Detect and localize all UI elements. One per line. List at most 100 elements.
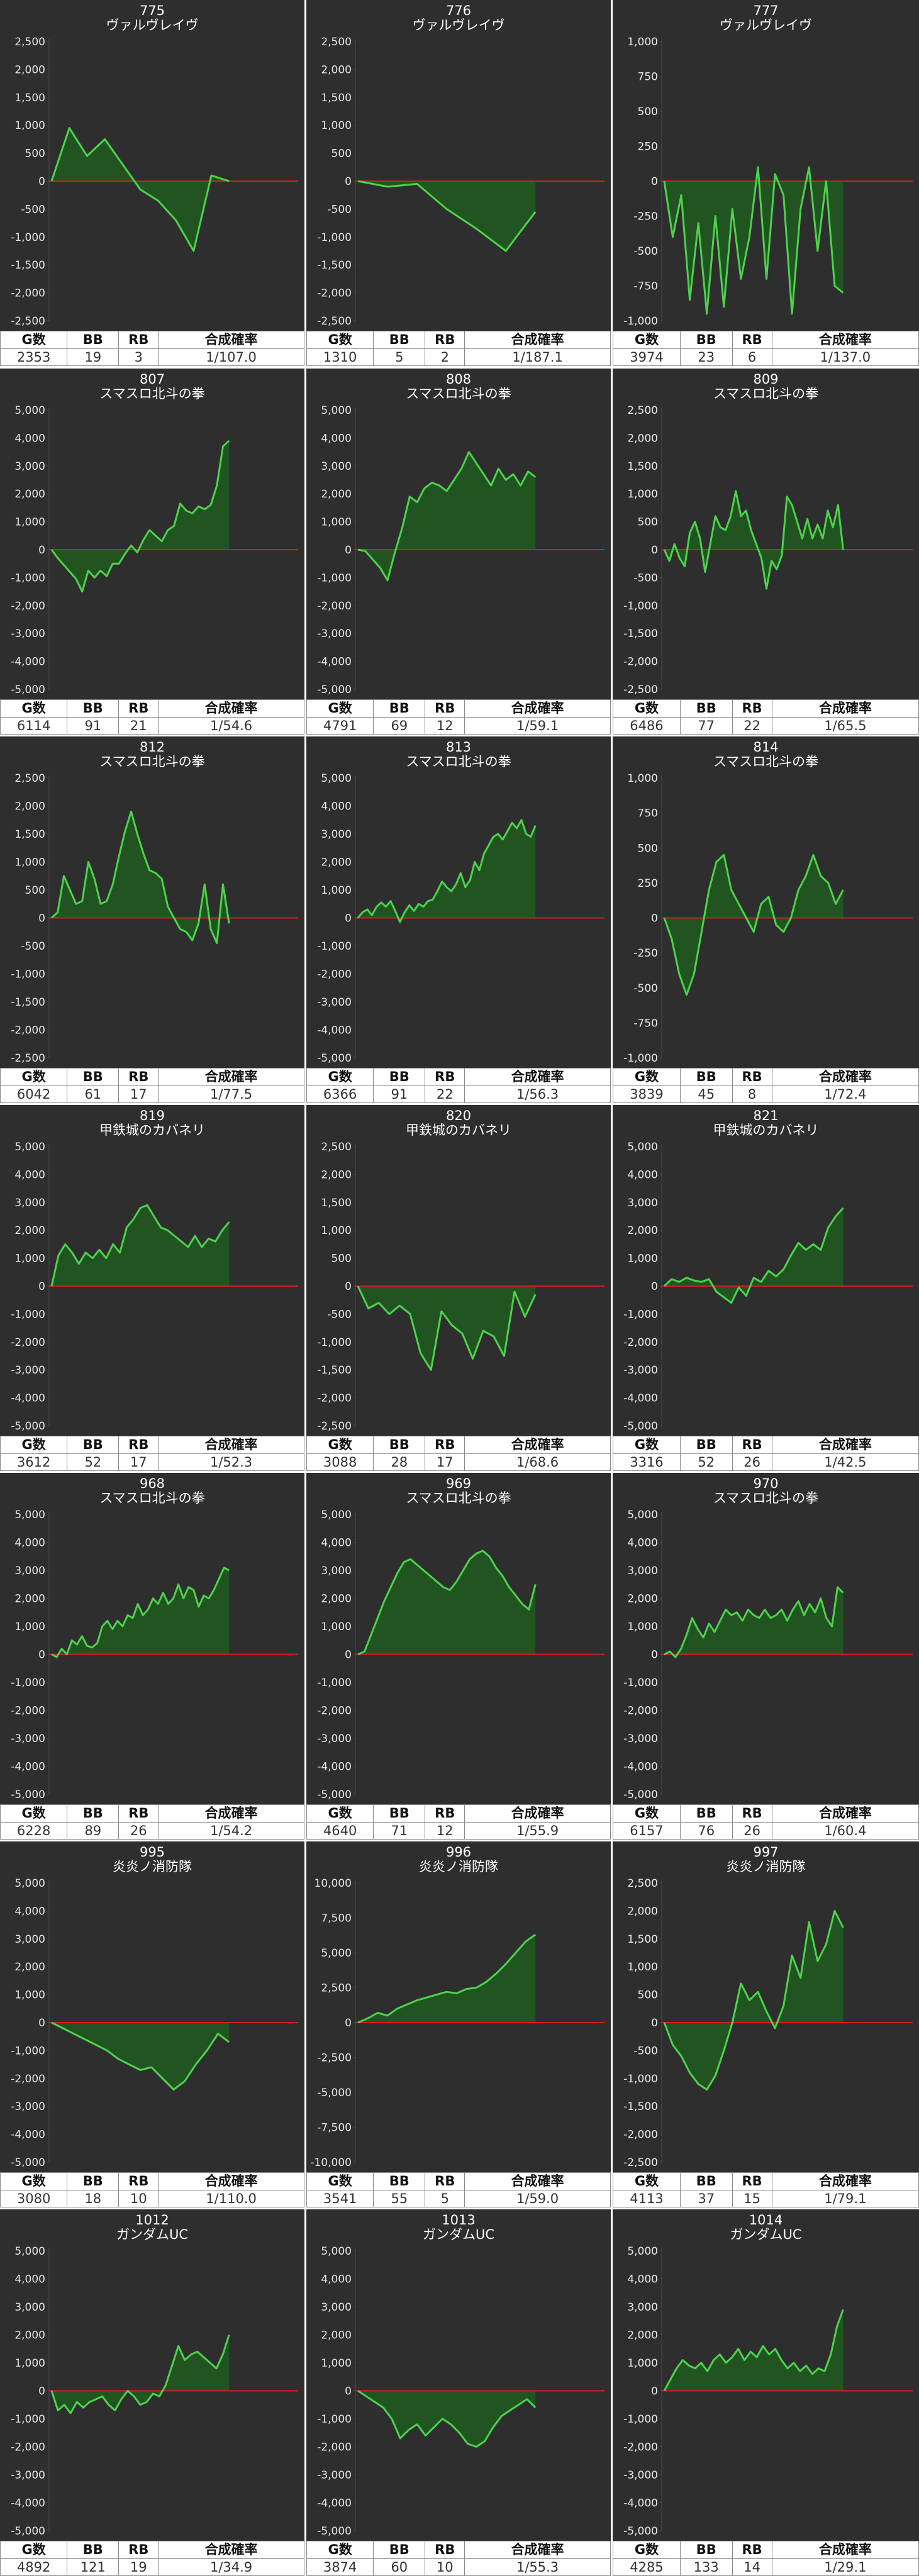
y-tick-label: -1,000 xyxy=(11,969,45,981)
y-tick-label: 0 xyxy=(38,1280,45,1293)
y-tick-label: -3,000 xyxy=(317,996,352,1009)
machine-name: ヴァルヴレイヴ xyxy=(412,18,505,33)
stats-table: G数 BB RB 合成確率 3316 52 26 1/42.5 xyxy=(613,1436,919,1471)
y-tick-label: 1,500 xyxy=(321,1197,352,1209)
stats-value-games: 4892 xyxy=(0,2558,68,2576)
stats-value-rate: 1/56.3 xyxy=(464,1085,611,1103)
y-tick-label: 1,000 xyxy=(321,516,352,529)
y-tick-label: -4,000 xyxy=(317,1024,352,1037)
stats-value-rate: 1/60.4 xyxy=(771,1821,919,1840)
stats-value-rb: 2 xyxy=(425,348,465,366)
stats-header-rb: RB xyxy=(118,2541,159,2559)
machine-panel-777[interactable]: 777 ヴァルヴレイヴ -1,000 -750 -500 -250 0 250 500 750 1,… xyxy=(613,0,919,366)
y-tick-label: 2,500 xyxy=(321,1982,352,1995)
y-tick-label: 5,000 xyxy=(321,1947,352,1960)
machine-panel-1014[interactable]: 1014 ガンダムUC -5,000 -4,000 -3,000 -2,000 -1,000… xyxy=(613,2209,919,2576)
stats-header-rate: 合成確率 xyxy=(771,1436,919,1454)
stats-value-rb: 8 xyxy=(732,1085,772,1103)
y-tick-label: -5,000 xyxy=(317,684,352,696)
stats-value-rb: 21 xyxy=(118,716,159,735)
stats-value-rb: 6 xyxy=(732,348,772,366)
stats-header-rb: RB xyxy=(732,331,772,349)
graph-svg: -5,000 -4,000 -3,000 -2,000 -1,000 0 1,000 2,00… xyxy=(623,1509,913,1801)
stats-header-games: G数 xyxy=(613,1436,681,1454)
stats-header-rb: RB xyxy=(425,699,465,718)
series-area-fill xyxy=(664,2309,844,2391)
y-tick-label: -4,000 xyxy=(11,1761,45,1774)
machine-number: 819 xyxy=(139,1108,165,1123)
stats-value-rb: 17 xyxy=(118,1453,159,1471)
machine-panel-1012[interactable]: 1012 ガンダムUC -5,000 -4,000 -3,000 -2,000 -1,000… xyxy=(0,2209,304,2576)
machine-panel-812[interactable]: 812 スマスロ北斗の拳 -2,500 -2,000 -1,500 -1,000 -500 0… xyxy=(0,736,304,1103)
stats-table: G数 BB RB 合成確率 4113 37 15 1/79.1 xyxy=(613,2172,919,2207)
stats-value-bb: 77 xyxy=(679,716,733,735)
machine-panel-807[interactable]: 807 スマスロ北斗の拳 -5,000 -4,000 -3,000 -2,000 -1,00… xyxy=(0,369,304,735)
machine-panel-821[interactable]: 821 甲鉄城のカバネリ -5,000 -4,000 -3,000 -2,000 -1,00… xyxy=(613,1105,919,1471)
series-area-fill xyxy=(52,811,230,943)
machine-panel-968[interactable]: 968 スマスロ北斗の拳 -5,000 -4,000 -3,000 -2,000 -1,00… xyxy=(0,1473,304,1840)
stats-header-rb: RB xyxy=(732,1436,772,1454)
machine-panel-814[interactable]: 814 スマスロ北斗の拳 -1,000 -750 -500 -250 0 250 500 750 1… xyxy=(613,736,919,1103)
machine-panel-820[interactable]: 820 甲鉄城のカバネリ -2,500 -2,000 -1,500 -1,000 -500 0… xyxy=(306,1105,611,1471)
machine-number: 812 xyxy=(139,740,165,755)
stats-value-bb: 71 xyxy=(373,1821,426,1840)
machine-panel-809[interactable]: 809 スマスロ北斗の拳 -2,500 -2,000 -1,500 -1,000 -500 0… xyxy=(613,369,919,735)
stats-table: G数 BB RB 合成確率 3839 45 8 1/72.4 xyxy=(613,1068,919,1103)
y-tick-label: -5,000 xyxy=(317,2087,352,2099)
stats-value-games: 3316 xyxy=(613,1453,681,1471)
machine-panel-969[interactable]: 969 スマスロ北斗の拳 -5,000 -4,000 -3,000 -2,000 -1,00… xyxy=(306,1473,611,1840)
machine-name: 甲鉄城のカバネリ xyxy=(99,1123,205,1138)
y-tick-label: -2,500 xyxy=(317,1420,352,1433)
graph-svg: -5,000 -4,000 -3,000 -2,000 -1,000 0 1,000 2,00… xyxy=(317,1509,604,1801)
machine-panel-970[interactable]: 970 スマスロ北斗の拳 -5,000 -4,000 -3,000 -2,000 -1,00… xyxy=(613,1473,919,1840)
stats-table: G数 BB RB 合成確率 6366 91 22 1/56.3 xyxy=(306,1068,611,1103)
y-tick-label: 0 xyxy=(38,913,45,925)
y-tick-label: 3,000 xyxy=(627,1565,658,1577)
y-tick-label: 2,000 xyxy=(321,488,352,501)
stats-header-rb: RB xyxy=(118,1436,159,1454)
machine-panel-997[interactable]: 997 炎炎ノ消防隊 -2,500 -2,000 -1,500 -1,000 -500 0 50… xyxy=(613,1841,919,2207)
y-tick-label: -5,000 xyxy=(11,2157,45,2169)
y-tick-label: -500 xyxy=(633,245,658,258)
machine-panel-996[interactable]: 996 炎炎ノ消防隊 -10,000 -7,500 -5,000 -2,500 0 2,500… xyxy=(306,1841,611,2207)
y-tick-label: 2,500 xyxy=(627,1877,658,1890)
series-line xyxy=(663,2309,844,2392)
y-tick-label: 4,000 xyxy=(321,2273,352,2286)
stats-header-rate: 合成確率 xyxy=(464,1436,611,1454)
machine-panel-995[interactable]: 995 炎炎ノ消防隊 -5,000 -4,000 -3,000 -2,000 -1,000 0… xyxy=(0,1841,304,2207)
stats-header-rb: RB xyxy=(425,2172,465,2190)
machine-number: 997 xyxy=(753,1845,779,1860)
y-tick-label: -750 xyxy=(633,1017,658,1030)
y-tick-label: -1,000 xyxy=(623,315,658,328)
machine-panel-813[interactable]: 813 スマスロ北斗の拳 -5,000 -4,000 -3,000 -2,000 -1,00… xyxy=(306,736,611,1103)
stats-header-bb: BB xyxy=(373,331,426,349)
y-tick-label: 750 xyxy=(638,808,658,820)
y-tick-label: 10,000 xyxy=(315,1877,352,1890)
y-tick-label: 2,500 xyxy=(14,772,45,785)
stats-header-rate: 合成確率 xyxy=(464,331,611,349)
machine-number: 968 xyxy=(139,1476,165,1491)
stats-table: G数 BB RB 合成確率 3080 18 10 1/110.0 xyxy=(0,2172,304,2207)
y-tick-label: -2,000 xyxy=(11,1705,45,1718)
y-tick-label: 0 xyxy=(651,544,658,557)
stats-header-bb: BB xyxy=(679,2541,733,2559)
machine-panel-776[interactable]: 776 ヴァルヴレイヴ -2,500 -2,000 -1,500 -1,000 -500 0 5… xyxy=(306,0,611,366)
stats-value-rate: 1/55.9 xyxy=(464,1821,611,1840)
stats-header-bb: BB xyxy=(373,1804,426,1823)
stats-header-rb: RB xyxy=(118,331,159,349)
series-area-fill xyxy=(664,1587,844,1657)
machine-panel-1013[interactable]: 1013 ガンダムUC -5,000 -4,000 -3,000 -2,000 -1,000… xyxy=(306,2209,611,2576)
machine-panel-775[interactable]: 775 ヴァルヴレイヴ -2,500 -2,000 -1,500 -1,000 -500 0 5… xyxy=(0,0,304,366)
stats-table: G数 BB RB 合成確率 2353 19 3 1/107.0 xyxy=(0,331,304,366)
y-tick-label: -1,000 xyxy=(317,1336,352,1349)
y-tick-label: -4,000 xyxy=(623,2497,658,2510)
stats-header-rb: RB xyxy=(732,1068,772,1086)
y-tick-label: -7,500 xyxy=(317,2122,352,2135)
stats-header-games: G数 xyxy=(0,699,68,718)
y-tick-label: -3,000 xyxy=(11,1364,45,1377)
machine-panel-808[interactable]: 808 スマスロ北斗の拳 -5,000 -4,000 -3,000 -2,000 -1,00… xyxy=(306,369,611,735)
y-tick-label: 1,000 xyxy=(14,857,45,869)
machine-panel-819[interactable]: 819 甲鉄城のカバネリ -5,000 -4,000 -3,000 -2,000 -1,00… xyxy=(0,1105,304,1471)
y-tick-label: 4,000 xyxy=(627,2273,658,2286)
stats-header-bb: BB xyxy=(373,1068,426,1086)
